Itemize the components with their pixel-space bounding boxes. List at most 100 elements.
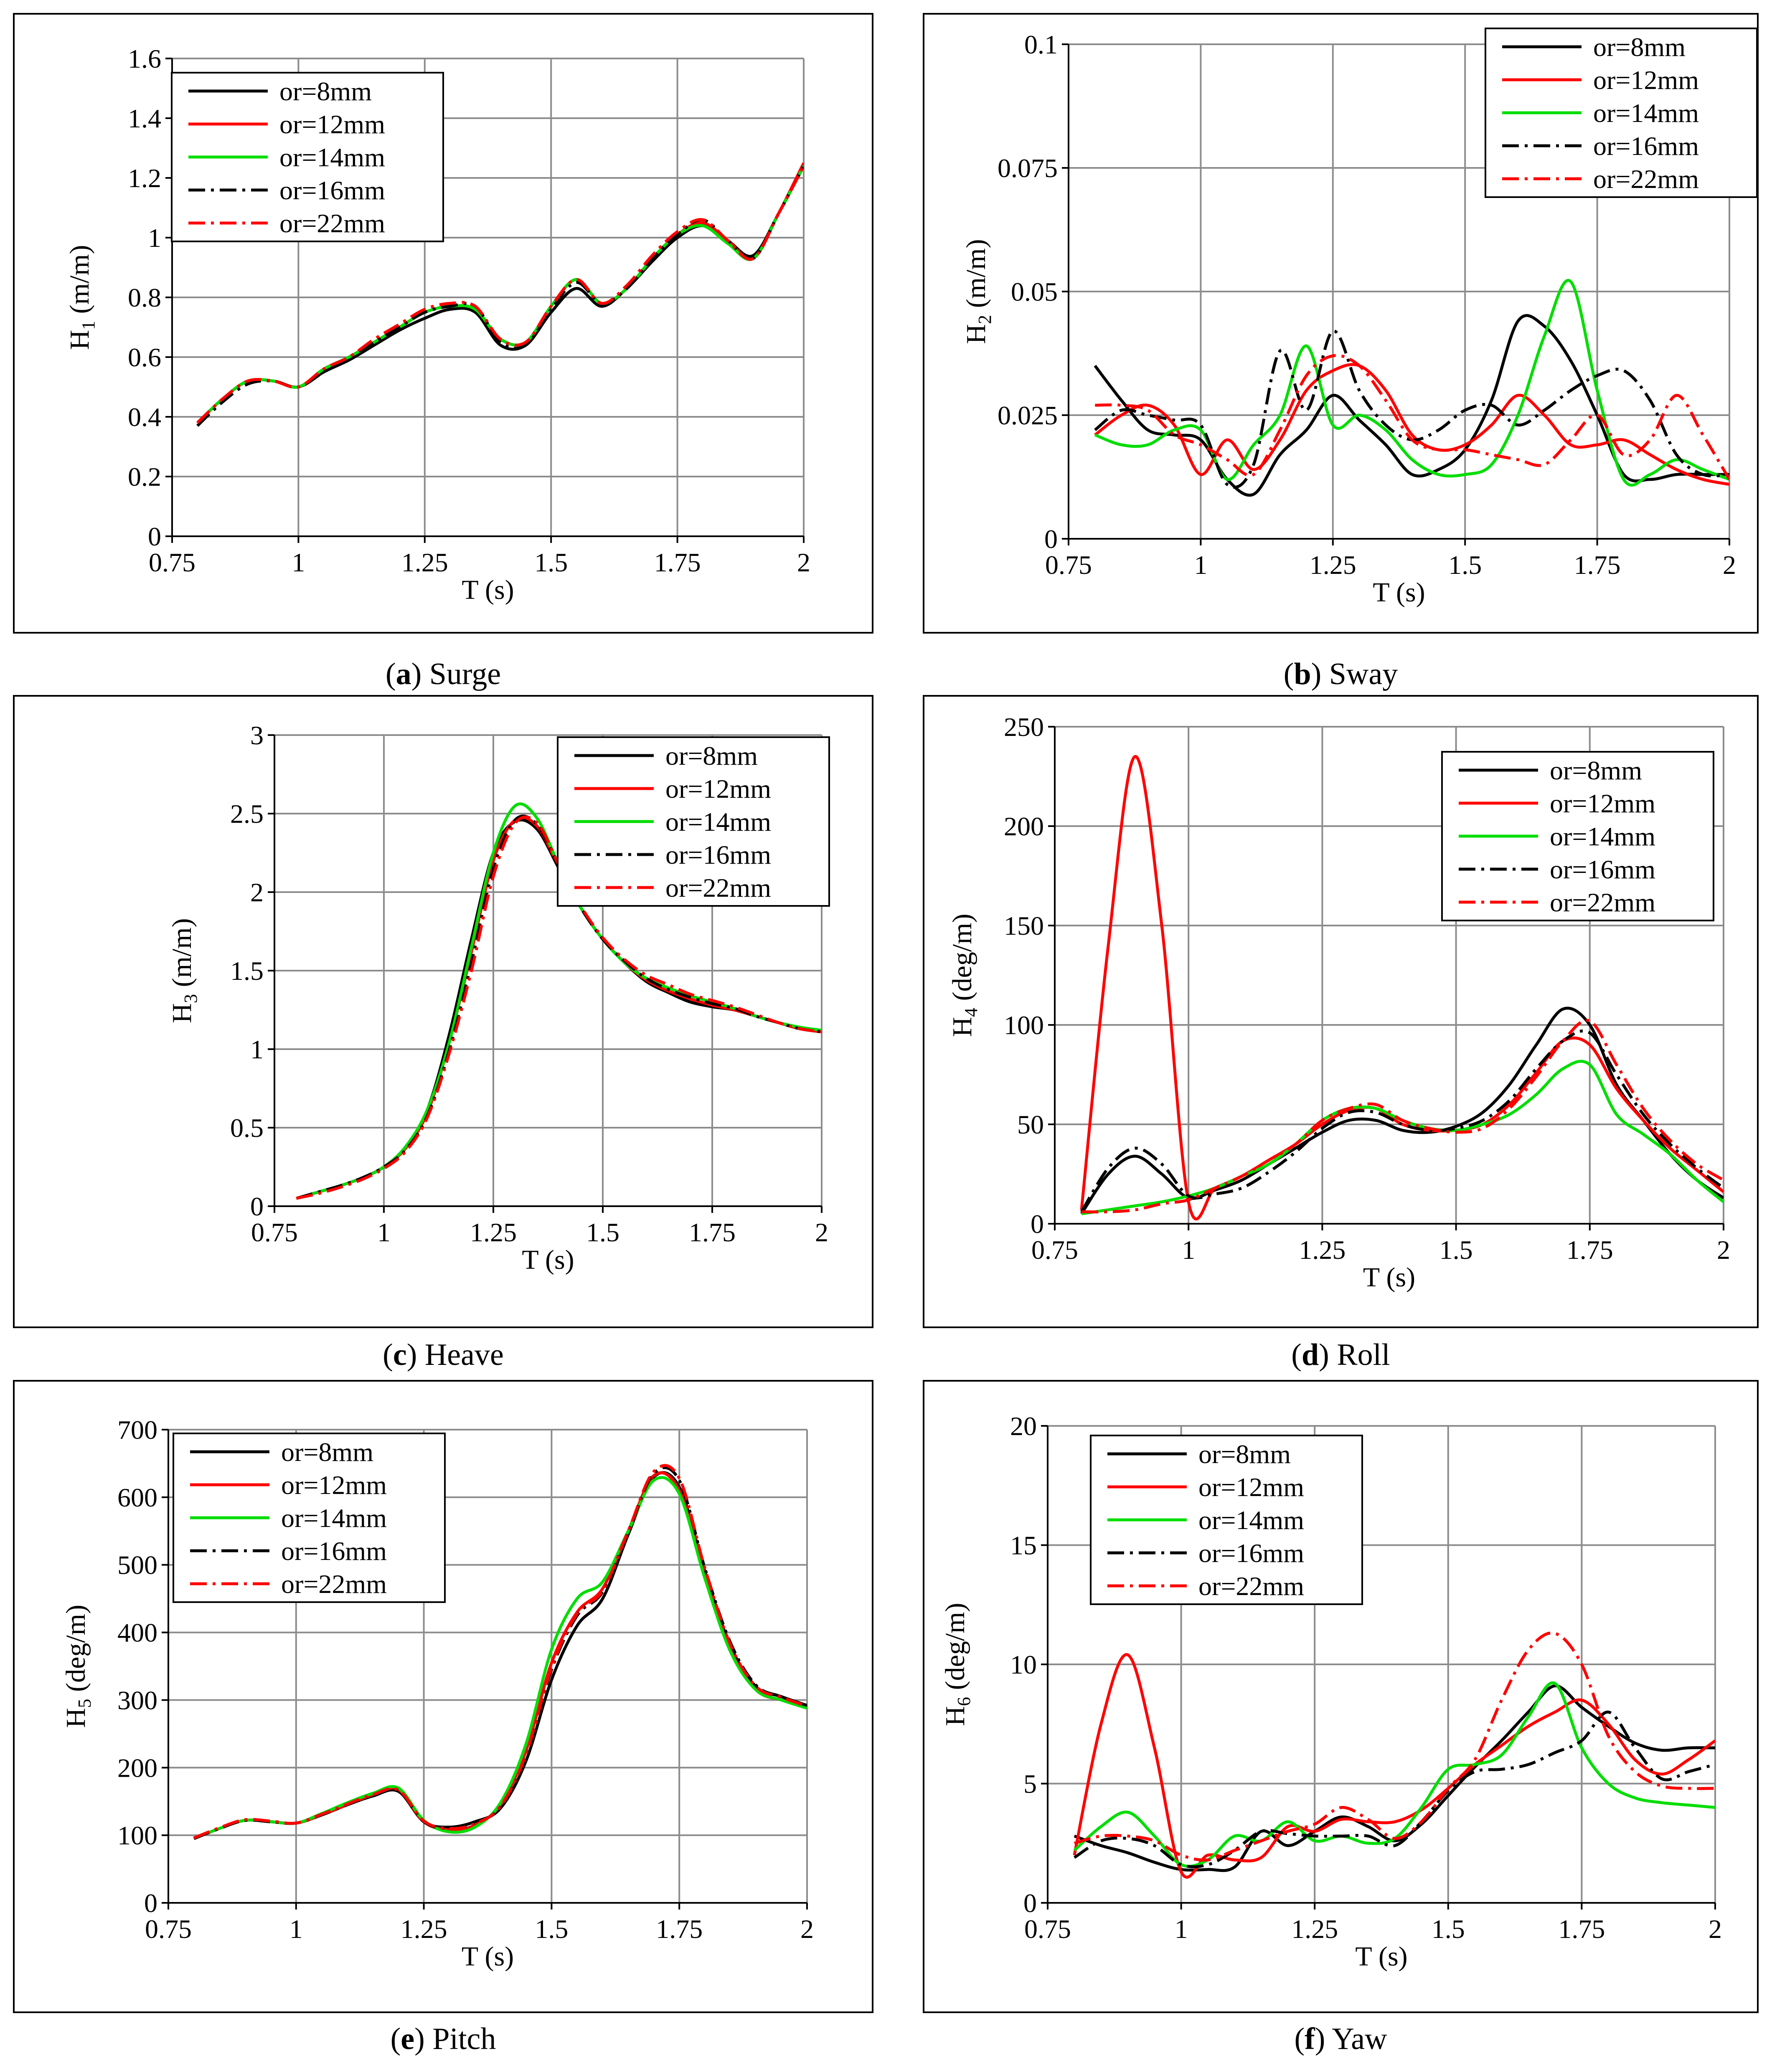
x-tick-label: 0.75 [1024, 1914, 1071, 1944]
chart-panel-c: 0.75 1 1.25 1.5 1.75 2 0 0.5 1 1.5 2 2.5 3 T (s) H3 (m… [13, 695, 873, 1372]
series-group [196, 162, 804, 427]
y-tick-label: 0 [148, 522, 161, 551]
y-tick-label: 10 [1010, 1650, 1037, 1679]
y-tick-label: 1.6 [128, 44, 161, 74]
x-tick-label: 0.75 [1045, 550, 1092, 580]
x-tick-label: 1.75 [654, 548, 701, 577]
x-tick-label: 2 [815, 1217, 828, 1247]
x-tick-label: 1.5 [1448, 550, 1482, 580]
y-tick-label: 1 [148, 223, 161, 253]
y-tick-label: 0 [1031, 1209, 1044, 1239]
y-tick-label: 500 [117, 1550, 157, 1580]
x-tick-label: 0.75 [251, 1217, 298, 1247]
legend-label: or=8mm [1550, 756, 1642, 785]
x-tick-label: 1 [292, 548, 305, 577]
legend-label: or=16mm [1550, 855, 1655, 884]
legend-label: or=14mm [1198, 1505, 1304, 1535]
legend-label: or=12mm [1593, 65, 1699, 95]
series-line-or-16mm [196, 165, 804, 427]
x-tick-label: 1.75 [1566, 1235, 1613, 1265]
x-tick-label: 1.75 [656, 1914, 703, 1944]
x-tick-label: 1.75 [689, 1217, 736, 1247]
panel-caption: (c) Heave [383, 1338, 504, 1372]
x-tick-label: 1.25 [1299, 1235, 1346, 1265]
x-tick-label: 2 [800, 1914, 814, 1944]
series-group [296, 802, 822, 1200]
x-tick-label: 2 [1717, 1235, 1730, 1265]
x-tick-label: 0.75 [1031, 1235, 1078, 1265]
y-tick-label: 100 [1004, 1010, 1044, 1040]
x-tick-label: 2 [1723, 550, 1736, 580]
x-tick-label: 1.75 [1558, 1914, 1605, 1944]
x-tick-label: 2 [797, 548, 810, 577]
legend-label: or=16mm [1198, 1538, 1304, 1568]
y-tick-label: 150 [1004, 911, 1044, 941]
legend-label: or=12mm [665, 774, 771, 804]
y-tick-label: 2 [250, 877, 264, 907]
x-axis-title: T (s) [1363, 1262, 1415, 1293]
y-tick-label: 100 [117, 1821, 157, 1850]
legend-label: or=14mm [279, 142, 385, 172]
legend-label: or=12mm [1550, 789, 1655, 818]
y-tick-label: 0.05 [1011, 277, 1058, 307]
y-tick-label: 0.8 [128, 283, 161, 312]
chart-panel-d: 0.75 1 1.25 1.5 1.75 2 0 50 100 150 200 250 T (s) H4 … [923, 695, 1759, 1372]
series-line-or-12mm [1094, 363, 1729, 486]
legend-label: or=8mm [281, 1437, 373, 1467]
series-line-or-8mm [1094, 314, 1729, 497]
series-group [1094, 279, 1729, 497]
y-tick-label: 2.5 [230, 799, 264, 829]
series-line-or-22mm [296, 815, 822, 1200]
y-tick-label: 0 [1044, 524, 1058, 554]
series-line-or-16mm [1073, 1710, 1715, 1869]
y-tick-label: 0.4 [128, 402, 161, 432]
y-tick-label: 0.2 [128, 462, 161, 492]
series-group [1080, 755, 1724, 1221]
x-tick-label: 1.5 [534, 548, 568, 577]
y-tick-label: 600 [117, 1483, 157, 1512]
y-tick-label: 200 [1004, 812, 1044, 841]
legend-label: or=16mm [1593, 131, 1699, 161]
legend-label: or=22mm [1198, 1571, 1304, 1601]
y-tick-label: 200 [117, 1753, 157, 1783]
y-tick-label: 3 [250, 720, 264, 750]
x-tick-label: 1 [1175, 1914, 1188, 1944]
legend-label: or=12mm [281, 1470, 387, 1500]
y-axis-title: H6 (deg/m) [940, 1603, 974, 1726]
y-tick-label: 250 [1004, 712, 1044, 742]
y-tick-label: 700 [117, 1415, 157, 1445]
panel-caption: (e) Pitch [391, 2022, 496, 2056]
y-tick-label: 0.1 [1024, 30, 1058, 59]
series-line-or-22mm [193, 1464, 807, 1839]
x-tick-label: 0.75 [149, 548, 195, 577]
x-axis-title: T (s) [522, 1245, 574, 1275]
y-tick-label: 0 [250, 1192, 264, 1221]
panel-caption: (b) Sway [1284, 657, 1398, 691]
y-tick-label: 1 [250, 1035, 264, 1064]
y-tick-label: 1.4 [128, 104, 161, 133]
x-tick-label: 1.25 [401, 1914, 447, 1944]
series-line-or-16mm [1094, 330, 1729, 489]
legend-label: or=8mm [1593, 32, 1686, 62]
x-tick-label: 1.5 [535, 1914, 568, 1944]
series-line-or-22mm [196, 165, 804, 424]
y-axis-title: H1 (m/m) [64, 245, 99, 350]
y-tick-label: 300 [117, 1685, 157, 1715]
series-line-or-22mm [1081, 1019, 1724, 1214]
panel-caption: (f) Yaw [1294, 2022, 1387, 2056]
x-tick-label: 2 [1709, 1914, 1722, 1944]
x-tick-label: 1.25 [470, 1217, 517, 1247]
chart-panel-b: 0.75 1 1.25 1.5 1.75 2 0 0.025 0.05 0.075 0.1 T (s)… [923, 13, 1759, 691]
legend-label: or=22mm [1550, 888, 1655, 917]
y-axis-title: H4 (deg/m) [947, 913, 981, 1037]
chart-panel-a: 0.75 1 1.25 1.5 1.75 2 0 0.2 0.4 0.6 0.8 1 1.2 1.4 1.6… [13, 13, 873, 691]
legend-label: or=16mm [665, 840, 771, 870]
x-tick-label: 1.25 [1310, 550, 1356, 580]
legend-label: or=22mm [1593, 164, 1699, 194]
x-tick-label: 1 [1182, 1235, 1195, 1265]
chart-panel-e: 0.75 1 1.25 1.5 1.75 2 0 100 200 300 400 500 600 700 T… [13, 1380, 873, 2056]
